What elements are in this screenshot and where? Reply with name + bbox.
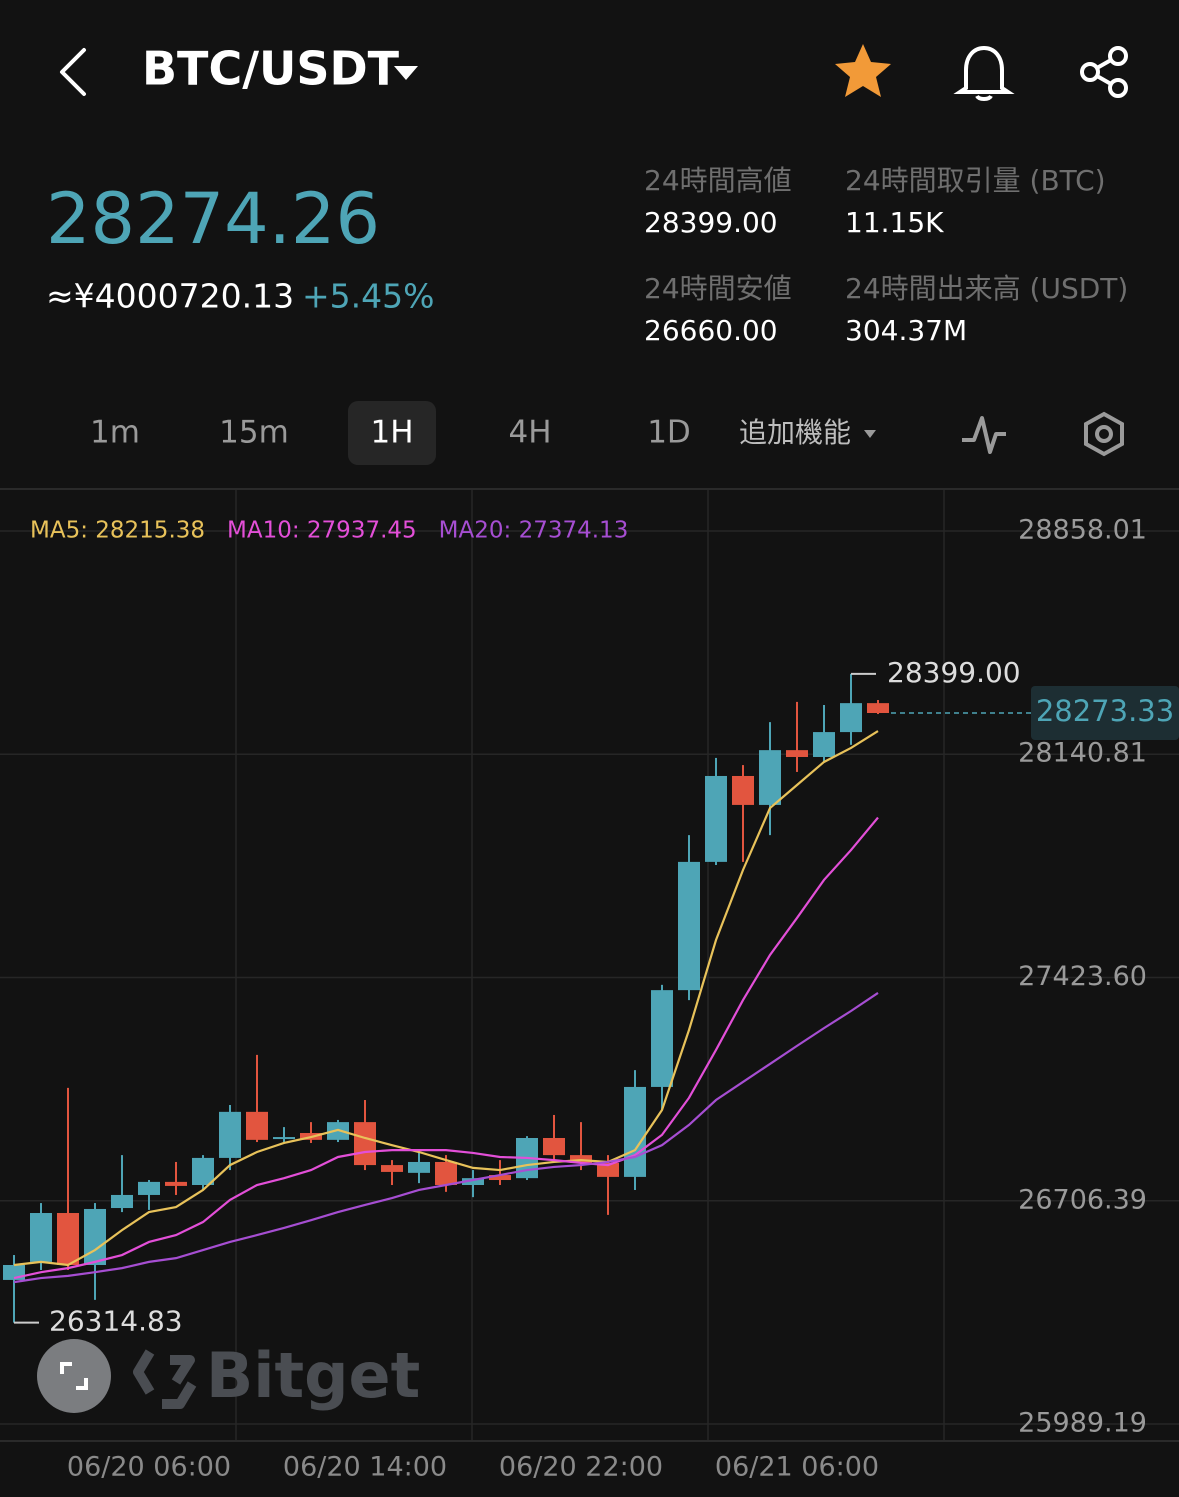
stat-label: 24時間取引量 (BTC) [845,164,1106,197]
stat-label: 24時間出来高 (USDT) [845,272,1128,305]
stat-label: 24時間高値 [644,164,792,197]
last-price-box [1031,685,1179,740]
favorite-star[interactable] [835,44,891,97]
candle-body [435,1161,457,1185]
candle-body [354,1122,376,1166]
y-tick-label: 26706.39 [1018,1184,1147,1215]
x-tick-label: 06/21 06:00 [715,1452,879,1483]
x-tick-label: 06/20 22:00 [499,1452,663,1483]
pair-title[interactable]: BTC/USDT [142,42,400,96]
fullscreen-button[interactable] [37,1339,111,1413]
candle-body [705,775,727,862]
chart: 25989.19 26706.39 27423.60 28140.81 28858.01… [0,515,1179,1483]
candle-body [138,1181,160,1195]
interval-tab[interactable]: 1H [370,415,413,451]
stat-value: 304.37M [845,314,967,347]
candle-body [57,1213,79,1265]
share-button[interactable] [1080,46,1128,98]
candle-body [651,990,673,1087]
last-price-label: 28273.33 [1036,694,1174,728]
x-tick-label: 06/20 14:00 [283,1452,447,1483]
candle-body [759,750,781,805]
candle-body [30,1213,52,1262]
candle-body [381,1165,403,1172]
candle-body [624,1086,646,1177]
y-tick-label: 28858.01 [1018,515,1147,546]
interval-tab[interactable]: 4H [508,415,551,451]
candle-body [192,1157,214,1185]
interval-tab[interactable]: 1D [647,415,691,451]
tab-selected-bg [348,401,436,465]
candle-body [84,1208,106,1265]
stat-value: 28399.00 [644,206,778,239]
candle-body [489,1175,511,1181]
ma-line [13,816,879,1280]
candle-body [408,1161,430,1173]
legend-item: MA20: 27374.13 [439,518,629,544]
cny-price: ≈¥4000720.13 [46,277,294,316]
y-tick-label: 25989.19 [1018,1408,1147,1439]
candle-body [462,1178,484,1185]
max-marker-label: 28399.00 [887,656,1021,689]
settings-button[interactable] [1084,411,1124,457]
candle-body [543,1137,565,1156]
stat-value: 11.15K [845,206,944,239]
interval-tab[interactable]: 15m [219,415,289,451]
fullscreen-icon [60,1362,88,1390]
more-menu[interactable]: 追加機能 [739,416,851,449]
candle-body [246,1111,268,1140]
alert-bell[interactable] [953,45,1015,101]
candle-body [678,861,700,991]
price-change: +5.45% [302,277,434,316]
ma-line [13,991,879,1284]
ma-line [13,730,879,1267]
min-marker-label: 26314.83 [49,1305,183,1338]
interval-tab[interactable]: 1m [90,415,140,451]
candle-body [597,1162,619,1177]
stat-value: 26660.00 [644,314,778,347]
candle-body [165,1181,187,1186]
pair-dropdown[interactable] [394,66,418,80]
x-tick-label: 06/20 06:00 [67,1452,231,1483]
candle-body [111,1194,133,1209]
legend-item: MA10: 27937.45 [227,518,417,544]
y-tick-label: 27423.60 [1018,961,1147,992]
more-dropdown[interactable] [864,430,876,438]
candle-body [813,732,835,757]
stat-label: 24時間安値 [644,272,792,305]
candle-body [219,1111,241,1158]
indicator-button[interactable] [962,416,1006,454]
logo-mark [133,1349,197,1409]
legend-item: MA5: 28215.38 [30,518,205,544]
back-button[interactable] [60,48,86,96]
candle-body [273,1137,295,1140]
last-price: 28274.26 [46,178,380,260]
candle-body [867,703,889,713]
y-tick-label: 28140.81 [1018,738,1147,769]
watermark: Bitget [206,1339,420,1412]
candle-body [732,775,754,805]
candle-body [786,750,808,757]
candle-body [840,703,862,733]
